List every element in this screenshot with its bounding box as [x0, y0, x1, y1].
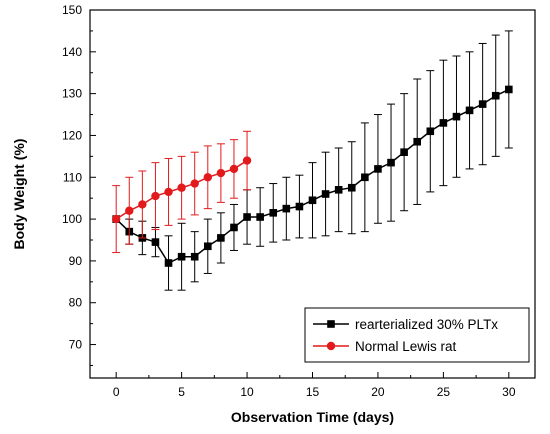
data-point [229, 164, 239, 174]
data-point [505, 85, 513, 94]
legend-marker-normal [326, 341, 336, 351]
data-point [190, 252, 199, 261]
data-point [242, 156, 252, 165]
x-tick-label: 5 [178, 385, 185, 399]
data-point [374, 165, 382, 173]
x-tick-label: 30 [502, 385, 516, 399]
axis-ticks [90, 9, 510, 378]
x-tick-label: 25 [437, 385, 451, 399]
series-layer [111, 30, 513, 291]
data-point [308, 196, 317, 205]
y-tick-label: 150 [62, 3, 82, 17]
data-point [190, 179, 199, 188]
data-point [347, 183, 356, 192]
data-point [203, 173, 212, 182]
data-point [295, 202, 304, 211]
data-point [269, 209, 278, 217]
data-point [177, 183, 186, 192]
y-tick-label: 130 [62, 87, 82, 101]
y-tick-label: 140 [62, 45, 82, 59]
data-point [243, 213, 251, 221]
y-tick-label: 120 [62, 128, 82, 142]
series-0 [112, 30, 513, 291]
legend-box [304, 307, 530, 363]
data-point [334, 186, 343, 194]
data-point [361, 173, 369, 182]
data-point [426, 127, 435, 136]
y-tick-label: 100 [62, 212, 82, 226]
data-point [164, 259, 173, 267]
data-point [217, 234, 225, 242]
data-point [491, 91, 500, 100]
data-point [400, 148, 408, 156]
data-point [138, 200, 147, 209]
x-tick-label: 0 [113, 385, 120, 399]
data-point [111, 214, 121, 224]
y-tick-label: 110 [63, 170, 82, 184]
x-tick-label: 15 [306, 385, 320, 399]
series-1 [111, 130, 252, 254]
x-tick-labels: 0 5 10 15 20 25 30 [113, 385, 516, 399]
y-tick-labels: 70 80 90 100 110 120 130 140 150 [62, 3, 82, 352]
legend: rearterialized 30% PLTx Normal Lewis rat [304, 307, 530, 363]
y-axis-title: Body Weight (%) [11, 139, 27, 250]
y-tick-label: 80 [69, 296, 83, 310]
x-tick-label: 10 [240, 385, 254, 399]
data-point [256, 213, 264, 221]
data-point [387, 158, 395, 167]
data-point [203, 242, 212, 251]
legend-label-pltx: rearterialized 30% PLTx [355, 317, 498, 332]
data-point [452, 112, 461, 121]
data-point [164, 187, 173, 197]
data-point [230, 223, 238, 232]
y-tick-label: 70 [69, 338, 83, 352]
legend-entry-normal: Normal Lewis rat [313, 339, 457, 354]
y-tick-label: 90 [69, 254, 83, 268]
legend-marker-pltx [327, 320, 335, 328]
x-axis-title: Observation Time (days) [231, 409, 394, 425]
data-point [177, 252, 186, 261]
data-point [151, 238, 160, 246]
data-point [216, 168, 226, 178]
data-point [413, 137, 422, 146]
data-point [282, 204, 291, 213]
data-point [151, 191, 160, 201]
data-point [465, 106, 474, 115]
data-point [439, 119, 448, 127]
x-tick-label: 20 [371, 385, 385, 399]
data-point [125, 206, 134, 215]
data-point [321, 190, 330, 198]
legend-label-normal: Normal Lewis rat [355, 339, 457, 354]
legend-entry-pltx: rearterialized 30% PLTx [313, 317, 498, 332]
data-point [478, 100, 487, 108]
